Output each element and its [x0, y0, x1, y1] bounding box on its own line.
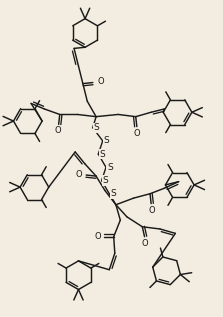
Text: S: S [104, 136, 109, 146]
Text: O: O [142, 239, 148, 248]
Text: S: S [99, 150, 105, 158]
Text: O: O [134, 129, 140, 138]
Text: S: S [107, 163, 113, 172]
Text: S: S [94, 123, 100, 132]
Text: O: O [148, 206, 155, 215]
Text: O: O [95, 232, 101, 241]
Text: O: O [76, 170, 82, 179]
Text: O: O [97, 77, 104, 86]
Text: S: S [103, 176, 108, 185]
Text: S: S [110, 189, 116, 198]
Text: O: O [55, 126, 62, 135]
